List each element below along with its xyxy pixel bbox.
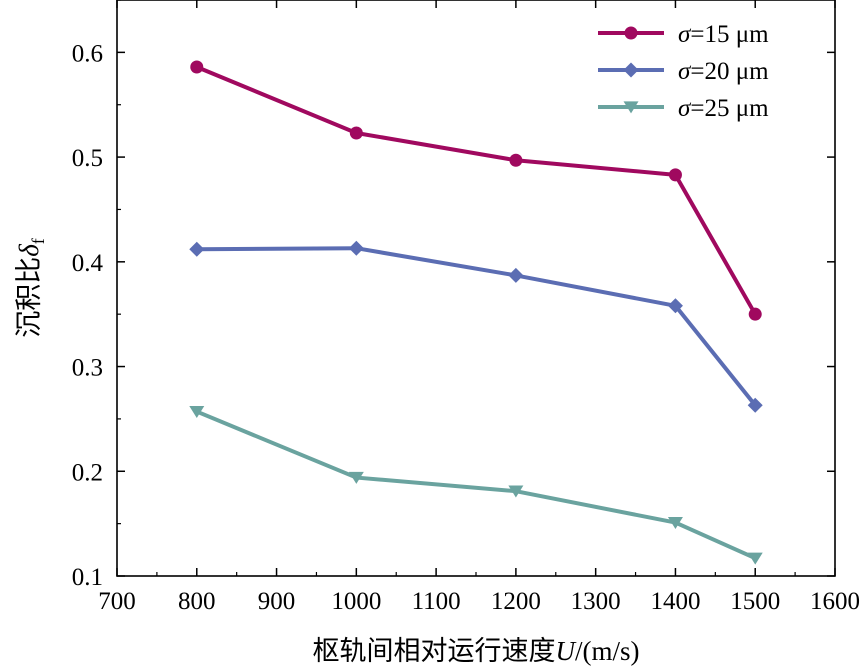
series-line-1: [196, 65, 757, 316]
series-1-point: [668, 168, 682, 182]
series-layer: [189, 60, 763, 565]
legend-label-value: =25 μm: [690, 95, 769, 122]
legend-label-2: σ=20 μm: [678, 58, 769, 85]
series-line-3: [196, 409, 757, 561]
y-tick-label: 0.4: [72, 250, 104, 277]
x-tick-label: 1500: [730, 588, 780, 615]
y-tick-label: 0.5: [72, 145, 103, 172]
y-axis-title-sub: f: [28, 238, 48, 244]
legend-label-value: =15 μm: [690, 21, 769, 48]
legend-marker-3: [623, 101, 639, 114]
y-tick-label: 0.1: [72, 564, 103, 591]
x-tick-label: 900: [258, 588, 296, 615]
legend-label-symbol: σ: [678, 21, 692, 48]
series-3-point: [508, 485, 524, 498]
series-1-point: [509, 153, 523, 167]
axis-ticks: 700 800 900 1000 1100 1200 1300 1400 1500 1600 0.1…: [72, 0, 860, 615]
x-tick-label: 1100: [412, 588, 461, 615]
series-3-point: [747, 552, 763, 565]
legend-label-symbol: σ: [678, 58, 692, 85]
series-2-point: [747, 397, 763, 413]
series-3-point: [667, 516, 683, 529]
series-1-point: [190, 60, 204, 74]
y-tick-label: 0.3: [72, 355, 103, 382]
legend-label-value: =20 μm: [690, 58, 769, 85]
series-2-point: [348, 240, 364, 256]
x-tick-label: 700: [98, 588, 136, 615]
series-2-point: [667, 298, 683, 314]
legend-label-3: σ=25 μm: [678, 95, 769, 122]
x-axis-title-var: U: [556, 636, 577, 666]
y-axis-title-main: 沉积比: [14, 257, 45, 338]
series-1-point: [748, 307, 762, 321]
x-tick-label: 1200: [491, 588, 541, 615]
series-line-2: [196, 246, 757, 407]
series-3-point: [348, 471, 364, 484]
x-tick-label: 800: [178, 588, 216, 615]
y-axis-title-var: δ: [14, 244, 44, 257]
x-tick-label: 1600: [810, 588, 860, 615]
x-axis-title: 枢轨间相对运行速度U/(m/s): [313, 636, 640, 667]
series-1-point: [349, 126, 363, 140]
legend: σ=15 μmσ=20 μmσ=25 μm: [598, 21, 769, 122]
series-3-point: [189, 405, 205, 418]
x-tick-label: 1400: [650, 588, 700, 615]
legend-marker-1: [624, 26, 638, 40]
legend-label-symbol: σ: [678, 95, 692, 122]
y-tick-label: 0.6: [72, 40, 103, 67]
y-axis-title: 沉积比δf: [14, 238, 48, 338]
y-tick-label: 0.2: [72, 459, 103, 486]
x-axis-title-main: 枢轨间相对运行速度: [313, 636, 556, 667]
x-tick-label: 1300: [571, 588, 621, 615]
legend-marker-2: [623, 62, 639, 78]
series-2-point: [508, 267, 524, 283]
x-axis-title-unit: /(m/s): [575, 636, 640, 666]
x-tick-label: 1000: [331, 588, 381, 615]
legend-label-1: σ=15 μm: [678, 21, 769, 48]
series-2-point: [189, 241, 205, 257]
